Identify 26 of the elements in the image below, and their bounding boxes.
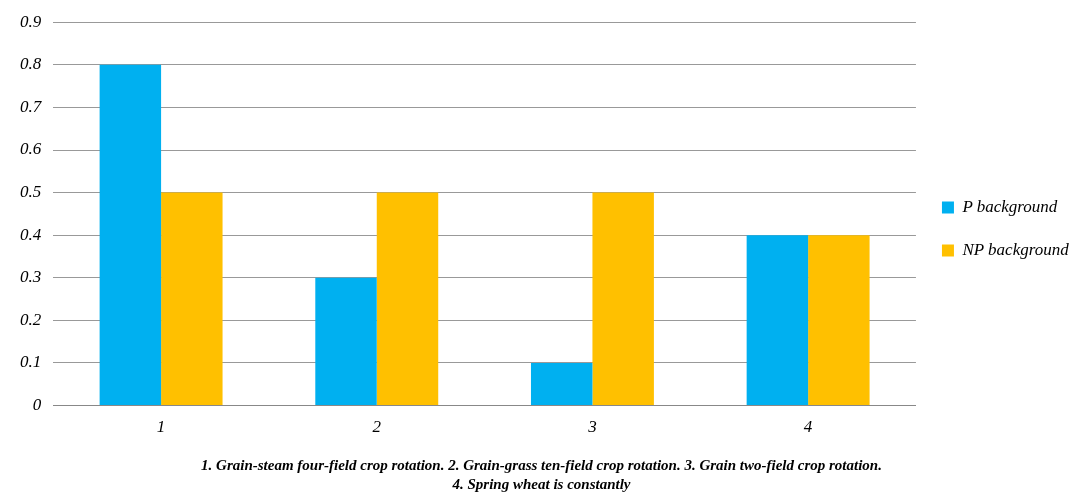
y-tick-label: 0.5	[20, 182, 42, 202]
text: 4. Spring wheat is constantly	[451, 475, 632, 494]
bar	[315, 277, 377, 406]
legend-label: P background	[961, 196, 1058, 216]
x-tick-label: 2	[372, 417, 382, 437]
y-tick-label: 0.4	[20, 224, 42, 244]
bar	[746, 235, 809, 406]
y-tick-label: 0	[32, 395, 42, 415]
legend-label: NP background	[961, 239, 1070, 259]
bar	[161, 192, 223, 406]
y-tick-label: 0.8	[20, 54, 42, 74]
y-tick-label: 0.9	[20, 11, 42, 31]
y-tick-label: 0.7	[20, 96, 43, 116]
bar	[376, 192, 439, 406]
bar	[99, 64, 162, 406]
text: 1. Grain-steam four-field crop rotation. 2. Grain-grass ten-field crop rotation. 3. Grain two-field crop rotation.	[200, 456, 883, 475]
x-tick-label: 4	[803, 417, 813, 437]
y-tick-label: 0.6	[20, 139, 42, 159]
bar	[592, 192, 654, 406]
x-tick-label: 3	[587, 417, 597, 437]
y-tick-label: 0.3	[20, 267, 42, 287]
y-tick-label: 0.1	[20, 352, 42, 372]
y-tick-label: 0.2	[20, 309, 42, 329]
x-tick-label: 1	[156, 417, 166, 437]
bar	[530, 363, 593, 406]
bar	[808, 235, 870, 406]
